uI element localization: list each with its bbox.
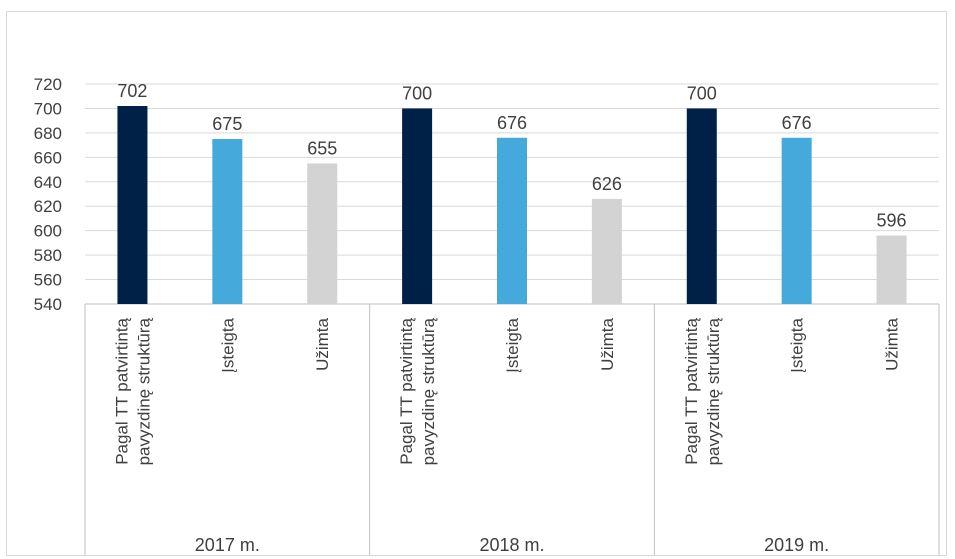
category-label: Užimta: [313, 317, 332, 370]
category-label: Užimta: [883, 317, 902, 370]
data-label: 702: [117, 81, 147, 101]
data-label: 596: [877, 211, 907, 231]
data-label: 676: [782, 113, 812, 133]
y-tick-label: 640: [34, 173, 62, 192]
category-label: Įsteigta: [503, 317, 522, 372]
data-label: 676: [497, 113, 527, 133]
group-label: 2017 m.: [195, 535, 260, 555]
category-label: Pagal TT patvirtintą: [397, 317, 416, 464]
y-tick-label: 660: [34, 148, 62, 167]
y-tick-label: 620: [34, 197, 62, 216]
y-tick-label: 600: [34, 222, 62, 241]
bar: [307, 163, 338, 304]
data-label: 675: [212, 114, 242, 134]
category-label: Pagal TT patvirtintą: [682, 317, 701, 464]
bar: [781, 137, 812, 304]
data-label: 655: [307, 138, 337, 158]
bar: [876, 235, 907, 304]
y-tick-label: 680: [34, 124, 62, 143]
data-label: 700: [687, 83, 717, 103]
bar: [402, 108, 433, 304]
y-tick-label: 700: [34, 99, 62, 118]
data-label: 626: [592, 174, 622, 194]
category-label: Pagal TT patvirtintą: [112, 317, 131, 464]
category-label: pavyzdinę struktūrą: [704, 317, 723, 465]
y-tick-label: 540: [34, 295, 62, 314]
category-label: pavyzdinę struktūrą: [134, 317, 153, 465]
category-label: Įsteigta: [788, 317, 807, 372]
bar: [117, 106, 148, 304]
bar: [686, 108, 717, 304]
bar: [591, 198, 622, 304]
bar: [497, 137, 527, 304]
bar: [212, 139, 243, 304]
y-tick-label: 580: [34, 246, 62, 265]
data-label: 700: [402, 83, 432, 103]
y-tick-label: 720: [34, 75, 62, 94]
category-label: pavyzdinę struktūrą: [419, 317, 438, 465]
y-tick-label: 560: [34, 271, 62, 290]
group-label: 2018 m.: [479, 535, 544, 555]
category-label: Užimta: [598, 317, 617, 370]
category-label: Įsteigta: [218, 317, 237, 372]
group-label: 2019 m.: [764, 535, 829, 555]
